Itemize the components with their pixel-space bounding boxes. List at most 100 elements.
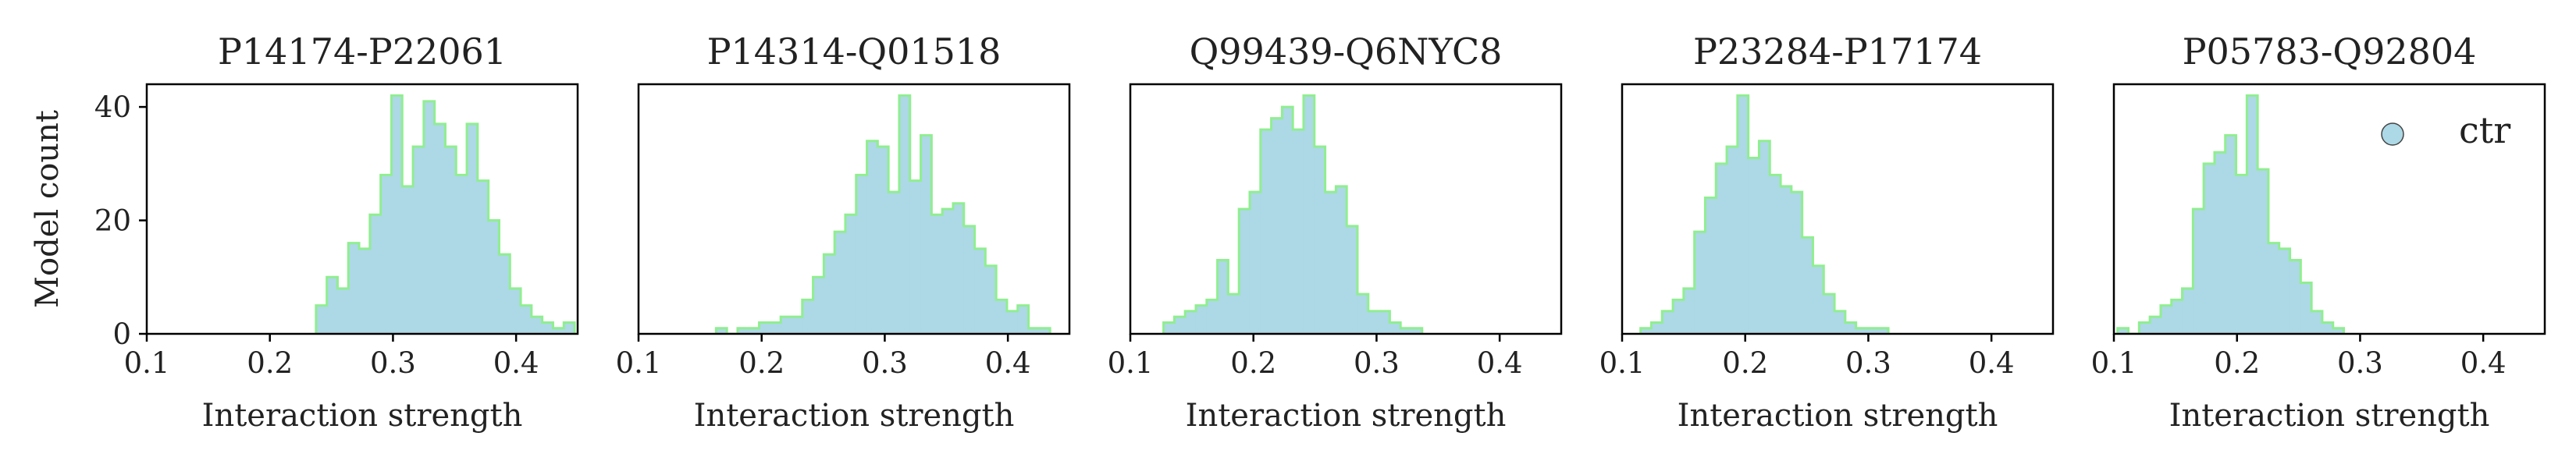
histogram-bar: [423, 101, 436, 334]
histogram-bar: [1017, 305, 1030, 334]
histogram-step-outline: [2116, 94, 2346, 334]
x-tick-label: 0.3: [1354, 346, 1400, 380]
histogram-bar: [813, 277, 824, 334]
histogram-bar: [2117, 328, 2129, 334]
histogram-bar: [1856, 328, 1868, 334]
histogram-bar: [1174, 317, 1186, 334]
y-tick-label: 20: [94, 204, 131, 238]
histogram-bar: [1673, 300, 1685, 334]
histogram-bar: [1389, 322, 1401, 334]
histogram-bar: [2268, 243, 2280, 334]
x-tick-label: 0.2: [2214, 346, 2260, 380]
x-axis-label: Interaction strength: [2169, 398, 2490, 434]
axes-frame: [1621, 83, 2055, 335]
histogram-bar: [2193, 209, 2204, 334]
y-axis-label: Model count: [30, 110, 66, 308]
histogram-bar: [2279, 248, 2291, 334]
histogram-bar: [1228, 294, 1240, 334]
x-tick-label: 0.1: [124, 346, 170, 380]
histogram-bar: [2150, 317, 2161, 334]
histogram-bar: [1336, 186, 1347, 334]
histogram-bar: [824, 254, 835, 334]
histogram-bar: [898, 95, 911, 334]
histogram-bar: [770, 322, 781, 334]
x-tick-label: 0.2: [1722, 346, 1768, 380]
histogram-bar: [488, 220, 500, 334]
histogram-bar: [996, 300, 1008, 334]
histogram-bar: [434, 123, 447, 334]
panel-title: P14314-Q01518: [707, 30, 1002, 73]
histogram-bar: [866, 140, 878, 334]
histogram-bar: [920, 135, 932, 334]
x-axis-label: Interaction strength: [694, 398, 1015, 434]
histogram-bar: [564, 322, 575, 334]
histogram-bar: [542, 322, 554, 334]
histogram-bar: [791, 317, 803, 334]
histogram-panel-2: P14314-Q01518 0.1 0.2 0.3 0.4 Interaction str…: [616, 30, 1071, 434]
histogram-bar: [531, 317, 543, 334]
histogram-bar: [759, 322, 770, 334]
histogram-bar: [1195, 305, 1208, 334]
histogram-bar: [380, 175, 393, 334]
panel-title: P05783-Q92804: [2183, 30, 2477, 73]
histogram-panel-4: P23284-P17174 0.1 0.2 0.3 0.4 Interaction str…: [1599, 30, 2055, 434]
x-tick-label: 0.2: [247, 346, 293, 380]
histogram-bar: [974, 248, 986, 334]
histogram-bar: [456, 175, 468, 334]
axes-frame: [1129, 83, 1563, 335]
histogram-bar: [877, 147, 889, 334]
x-tick-label: 0.4: [2460, 346, 2507, 380]
histogram-bar: [737, 328, 749, 334]
histogram-panel-1: P14174-P22061 0.1 0.2 0.3 0.4 Interaction str…: [94, 30, 579, 434]
histogram-bar: [1206, 300, 1219, 334]
histogram-bar: [1217, 260, 1229, 334]
x-axis-label: Interaction strength: [202, 398, 523, 434]
histogram-bar: [781, 317, 792, 334]
histogram-bars: [714, 94, 1051, 334]
histogram-bar: [1683, 288, 1695, 334]
axes-frame: [145, 83, 579, 335]
histogram-panel-5: P05783-Q92804 0.1 0.2 0.3 0.4 Interaction str…: [2091, 30, 2546, 434]
histogram-bar: [1282, 107, 1293, 334]
histogram-bar: [1271, 118, 1283, 334]
histogram-bar: [1748, 158, 1760, 334]
histogram-bar: [888, 192, 900, 334]
histogram-bar: [337, 288, 349, 334]
histogram-bar: [1694, 232, 1706, 334]
histogram-bar: [1759, 140, 1770, 334]
histogram-bar: [1293, 129, 1304, 334]
histogram-bar: [1877, 328, 1889, 334]
histogram-bar: [856, 175, 868, 334]
x-tick-label: 0.4: [493, 346, 539, 380]
histogram-bar: [1813, 265, 1824, 334]
histogram-bar: [1325, 192, 1336, 334]
histogram-bar: [1028, 328, 1040, 334]
panels: P14174-P22061 0.1 0.2 0.3 0.4 Interaction str…: [94, 30, 2546, 434]
histogram-bar: [952, 203, 965, 334]
histogram-bar: [1411, 328, 1423, 334]
histogram-bar: [1163, 322, 1175, 334]
histogram-bar: [2258, 169, 2269, 334]
histogram-bar: [963, 225, 976, 334]
histogram-bar: [802, 300, 814, 334]
histogram-bars: [2116, 94, 2346, 334]
histogram-bar: [445, 147, 457, 334]
histogram-bar: [1823, 294, 1835, 334]
histogram-bar: [477, 180, 489, 334]
legend-label: ctr: [2459, 109, 2510, 151]
histogram-bar: [985, 265, 997, 334]
histogram-bar: [942, 209, 954, 334]
histogram-bar: [1260, 129, 1272, 334]
panel-title: Q99439-Q6NYC8: [1190, 30, 1503, 73]
y-tick-label: 40: [94, 90, 131, 124]
histogram-bar: [1662, 310, 1674, 334]
histogram-bar: [1314, 147, 1326, 334]
x-tick-label: 0.2: [738, 346, 785, 380]
histogram-bar: [1716, 163, 1727, 334]
histogram-bar: [1705, 197, 1717, 334]
x-tick-label: 0.4: [1477, 346, 1523, 380]
histogram-bar: [2171, 300, 2183, 334]
x-tick-label: 0.1: [1108, 346, 1154, 380]
histogram-bars: [1639, 94, 1890, 334]
